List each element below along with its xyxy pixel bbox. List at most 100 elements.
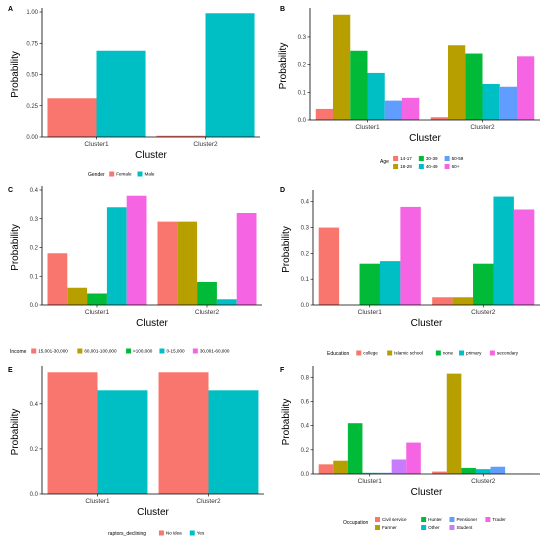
bar-b-1-4 [499,86,517,120]
legend-label-f-0: Civil service [382,517,407,522]
legend-label-e-1: Yes [197,531,205,536]
bar-c-0-2 [87,293,107,305]
bar-f-0-5 [391,459,407,474]
panel-letter-b: B [280,6,285,13]
legend-key-b-0 [393,156,399,161]
bar-f-1-1 [446,373,462,474]
legend-label-f-6: Trader [492,517,506,522]
legend-key-b-2 [418,156,424,161]
panel-letter-c: C [8,187,13,194]
y-tick-label-f-4: 0.8 [301,375,310,381]
legend-label-b-5: 60+ [452,164,460,169]
legend-key-a-0 [109,171,115,177]
y-tick-label-f-2: 0.4 [301,424,310,430]
bar-d-0-2 [359,263,380,305]
legend-label-f-5: Student [456,525,473,530]
y-axis-title-c: Probability [10,224,21,271]
legend-title-c: Income [10,349,27,355]
bar-b-0-3 [367,72,385,120]
bar-f-1-0 [432,471,447,474]
x-axis-title-b: Cluster [409,133,441,144]
bar-b-1-5 [517,56,535,120]
legend-key-c-4 [192,348,198,354]
legend-label-d-0: college [363,351,378,356]
y-axis-title-f: Probability [281,399,292,446]
bar-a-0-0 [47,98,97,137]
legend-title-d: Education [327,351,349,357]
bar-c-1-0 [157,221,178,306]
bar-c-1-3 [216,299,237,305]
legend-label-f-4: Pensioner [456,517,477,522]
bar-f-0-0 [318,464,334,474]
bar-f-0-6 [406,442,421,474]
y-tick-label-c-3: 0.3 [30,217,39,223]
bar-f-0-2 [347,423,363,474]
bar-d-1-0 [432,297,453,305]
y-tick-label-e-1: 0.2 [30,447,39,453]
bar-c-1-4 [236,213,257,305]
y-tick-label-c-0: 0.0 [30,303,39,309]
y-tick-label-a-2: 0.50 [26,73,38,79]
bar-b-1-2 [465,53,483,120]
legend-label-d-1: Islamic school [394,351,423,356]
legend-label-f-2: Hunter [428,517,442,522]
legend-label-c-0: 15,001-30,000 [38,349,68,354]
bar-d-0-4 [400,206,421,305]
bar-b-0-0 [315,108,333,120]
legend-label-e-0: No idea [166,531,182,536]
legend-key-d-3 [459,350,465,356]
y-axis-title-b: Probability [278,43,289,90]
legend-label-b-4: 50-59 [452,156,464,161]
panel-letter-a: A [8,6,13,13]
bar-a-1-0 [156,135,206,137]
bar-c-1-2 [197,282,217,305]
legend-key-d-4 [489,350,495,356]
bar-d-1-3 [493,196,514,305]
legend-key-b-3 [418,164,424,169]
bar-e-1-0 [158,372,209,494]
y-tick-label-e-2: 0.4 [30,402,39,408]
legend-label-c-4: 30,001-60,000 [200,349,230,354]
legend-label-d-3: primary [466,351,482,356]
bar-c-0-0 [47,253,68,305]
y-tick-label-e-0: 0.0 [30,492,39,498]
x-tick-label-f-1: Cluster2 [471,478,496,485]
legend-label-d-2: none [443,351,454,356]
legend-label-c-3: 0-15,000 [166,349,185,354]
legend-title-b: Age [380,159,389,165]
bar-f-1-4 [490,466,506,474]
x-axis-title-a: Cluster [135,150,167,161]
y-axis-title-d: Probability [281,226,292,273]
legend-key-b-1 [393,164,399,169]
y-tick-label-a-0: 0.00 [26,135,38,141]
bar-c-0-4 [126,195,147,305]
bar-f-0-3 [362,472,378,474]
bar-b-1-1 [448,45,466,121]
bar-d-1-4 [513,209,535,305]
legend-label-f-3: Other [428,525,440,530]
bar-a-1-1 [205,13,255,137]
y-tick-label-b-2: 0.2 [298,63,307,69]
bar-f-1-2 [461,467,476,474]
bar-d-1-2 [473,263,494,305]
bar-b-1-0 [430,117,448,120]
bar-b-0-4 [384,100,402,120]
legend-label-f-1: Farmer [382,525,397,530]
x-axis-title-c: Cluster [136,318,168,329]
y-tick-label-f-0: 0.0 [301,472,310,478]
x-axis-title-f: Cluster [411,487,443,498]
bar-a-0-1 [96,50,146,137]
y-axis-title-a: Probability [10,51,21,98]
y-tick-label-d-0: 0.0 [301,303,310,309]
y-tick-label-c-4: 0.4 [30,188,39,194]
bar-c-0-3 [106,207,127,305]
legend-key-f-0 [375,517,380,522]
legend-key-c-2 [126,348,132,354]
bar-e-0-0 [47,372,98,494]
bar-e-0-1 [97,390,148,494]
x-axis-title-e: Cluster [137,507,169,518]
legend-label-c-1: 60,001-100,000 [84,349,117,354]
legend-label-b-2: 30-39 [426,156,438,161]
bar-e-1-1 [208,390,259,494]
panel-letter-f: F [280,367,285,374]
